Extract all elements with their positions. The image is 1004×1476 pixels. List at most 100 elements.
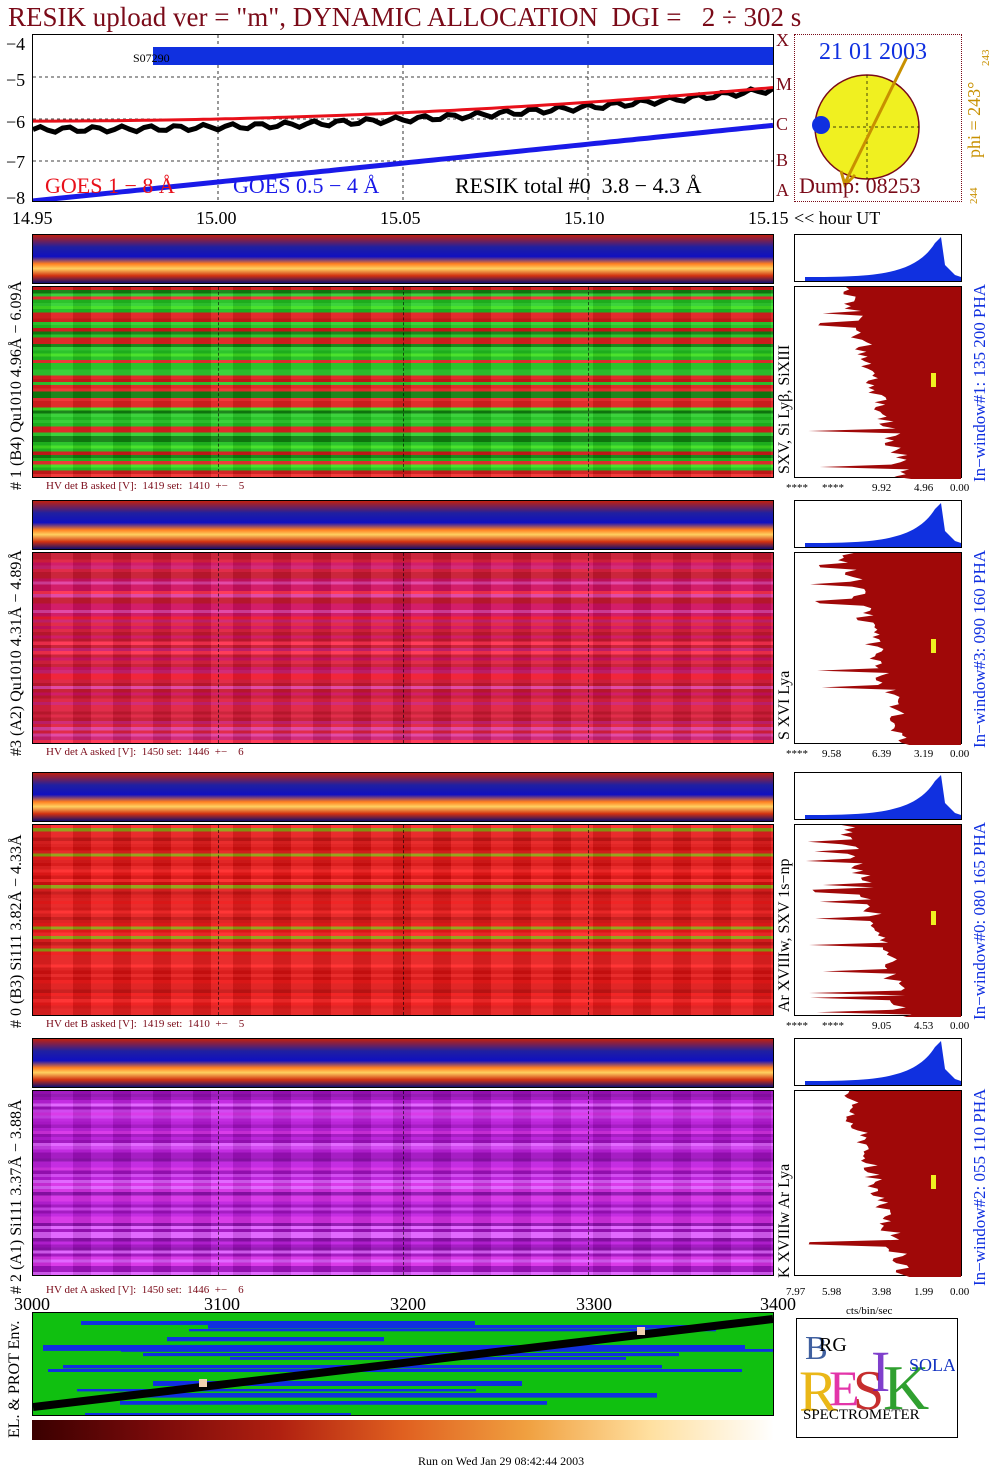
hv-readout: HV det A asked [V]: 1450 set: 1446 +− 6 <box>46 746 244 758</box>
env-band <box>153 1381 522 1386</box>
spectrum-axis-tick: 5.98 <box>822 1286 842 1298</box>
summary-strip <box>32 772 774 822</box>
s07290-bar <box>153 47 773 65</box>
sun-arrow <box>843 56 909 184</box>
hv-readout: HV det B asked [V]: 1419 set: 1410 +− 5 <box>46 480 245 492</box>
spectrum-axis-tick: 0.00 <box>950 748 970 760</box>
goes-short-curve <box>33 122 773 201</box>
sun-phi-bottom: 244 <box>968 187 980 205</box>
legend-resik: RESIK total #0 3.8 − 4.3 Å <box>455 173 702 198</box>
x-tick: 3100 <box>204 1294 240 1314</box>
goes-gridlines <box>33 35 773 201</box>
class-letter: M <box>776 74 793 94</box>
spectrum-axis-tick: 9.92 <box>872 482 892 494</box>
x-tick: 3300 <box>576 1294 612 1314</box>
env-band <box>189 1329 716 1332</box>
sun-date: 21 01 2003 <box>819 39 927 65</box>
panel-ylabel: # 1 (B4) Qu1010 4.96Å − 6.09Å <box>8 280 25 490</box>
spectrum-axis-tick: 6.39 <box>872 748 892 760</box>
spectrum-unit: cts/bin/sec <box>846 1305 893 1317</box>
summary-strip <box>32 234 774 284</box>
sun-marker <box>812 116 830 134</box>
env-band <box>48 1369 742 1372</box>
x-tick: 15.10 <box>564 208 605 228</box>
panel-ylabel: # 0 (B3) Si111 3.82Å − 4.33Å <box>8 834 25 1028</box>
x-tick: 15.15 <box>748 208 789 228</box>
spectrum-axis-tick: **** <box>786 1020 808 1032</box>
spectrum-profile <box>794 286 962 479</box>
panel-ylabel: #3 (A2) Qu1010 4.31Å − 4.89Å <box>8 550 25 756</box>
hv-readout: HV det B asked [V]: 1419 set: 1410 +− 5 <box>46 1018 245 1030</box>
legend-goes-long: GOES 1 − 8 Å <box>45 173 175 198</box>
window-label: In−window#0: 080 165 PHA <box>970 821 989 1020</box>
legend-goes-short: GOES 0.5 − 4 Å <box>233 173 380 198</box>
footer-run: Run on Wed Jan 29 08:42:44 2003 <box>418 1454 585 1468</box>
goes-long-curve <box>33 86 773 123</box>
spectrum-axis-tick: 4.96 <box>914 482 934 494</box>
page-title: RESIK upload ver = "m", DYNAMIC ALLOCATI… <box>8 2 802 32</box>
y-tick: −7 <box>6 152 26 172</box>
y-tick: −5 <box>6 70 26 90</box>
svg-text:I: I <box>871 1339 890 1404</box>
panel-ylabel: # 2 (A1) Si111 3.37Å − 3.88Å <box>8 1099 25 1295</box>
logo-svg: B RG R E S I K SOLAR <box>799 1330 968 1427</box>
spectrum-axis-tick: 9.05 <box>872 1020 892 1032</box>
env-band <box>120 1401 547 1405</box>
spectrum-profile <box>794 1090 962 1277</box>
spectrum-axis-tick: 0.00 <box>950 1020 970 1032</box>
spectrum-axis-tick: 1.99 <box>914 1286 934 1298</box>
line-label: Ar XVIIIw, SXV 1s−np <box>776 858 793 1012</box>
resik-logo: B RG R E S I K SOLAR SPECTROMETER <box>796 1318 968 1438</box>
x-axis-unit: << hour UT <box>794 208 881 228</box>
goes-plot: S07290 GOES 1 − 8 Å GOES 0.5 − 4 Å RESIK… <box>32 34 774 202</box>
summary-strip <box>32 500 774 550</box>
sun-dump: Dump: 08253 <box>799 173 921 198</box>
env-band <box>167 1337 384 1342</box>
sun-panel: 21 01 2003 Dump: 08253 <box>794 34 962 202</box>
sun-phi: phi = 243° <box>964 81 984 158</box>
spectrum-axis-tick: 3.19 <box>914 748 934 760</box>
spectrum-profile <box>794 824 962 1017</box>
spectrum-axis-tick: **** <box>822 1020 844 1032</box>
spectrum-axis-tick: 9.58 <box>822 748 842 760</box>
pha-histogram <box>794 234 962 282</box>
y-tick: −8 <box>6 188 26 208</box>
spectrum-profile <box>794 552 962 745</box>
class-letter: A <box>776 180 789 200</box>
spectrum-heatmap <box>32 824 774 1016</box>
pha-histogram <box>794 772 962 820</box>
window-label: In−window#3: 090 160 PHA <box>970 549 989 748</box>
env-band <box>115 1393 657 1398</box>
x-tick: 3400 <box>760 1294 796 1314</box>
sun-phi-small: 243 <box>980 49 992 67</box>
line-label: S XVI Lya <box>776 670 793 740</box>
x-tick: 3200 <box>390 1294 426 1314</box>
colorbar <box>32 1420 774 1440</box>
summary-strip <box>32 1038 774 1088</box>
window-label: In−window#2: 055 110 PHA <box>970 1088 989 1286</box>
spectrum-axis-tick: **** <box>786 482 808 494</box>
spectrum-axis-tick: 0.00 <box>950 482 970 494</box>
env-band <box>43 1345 745 1351</box>
svg-text:SOLAR: SOLAR <box>909 1355 955 1375</box>
line-label: K XVIIIw Ar Lya <box>776 1163 793 1278</box>
svg-text:RG: RG <box>819 1334 847 1356</box>
sun-disk <box>814 74 920 180</box>
spectrum-axis-tick: **** <box>786 748 808 760</box>
env-ylabel: EL. & PROT Env. <box>6 1320 23 1438</box>
spectrum-axis-tick: 3.98 <box>872 1286 892 1298</box>
y-tick: −4 <box>6 34 26 54</box>
env-svg <box>33 1315 773 1415</box>
hv-readout: HV det A asked [V]: 1450 set: 1446 +− 6 <box>46 1284 244 1296</box>
pha-histogram <box>794 500 962 548</box>
logo-caption: SPECTROMETER <box>803 1407 920 1423</box>
class-letter: C <box>776 114 789 134</box>
env-band <box>208 1325 693 1329</box>
class-letter: X <box>776 30 789 50</box>
window-label: In−window#1: 135 200 PHA <box>970 283 989 482</box>
env-band <box>143 1353 679 1357</box>
y-tick: −6 <box>6 112 26 132</box>
pha-histogram <box>794 1038 962 1086</box>
spectrum-axis-tick: 0.00 <box>950 1286 970 1298</box>
svg-text:E: E <box>829 1360 860 1416</box>
